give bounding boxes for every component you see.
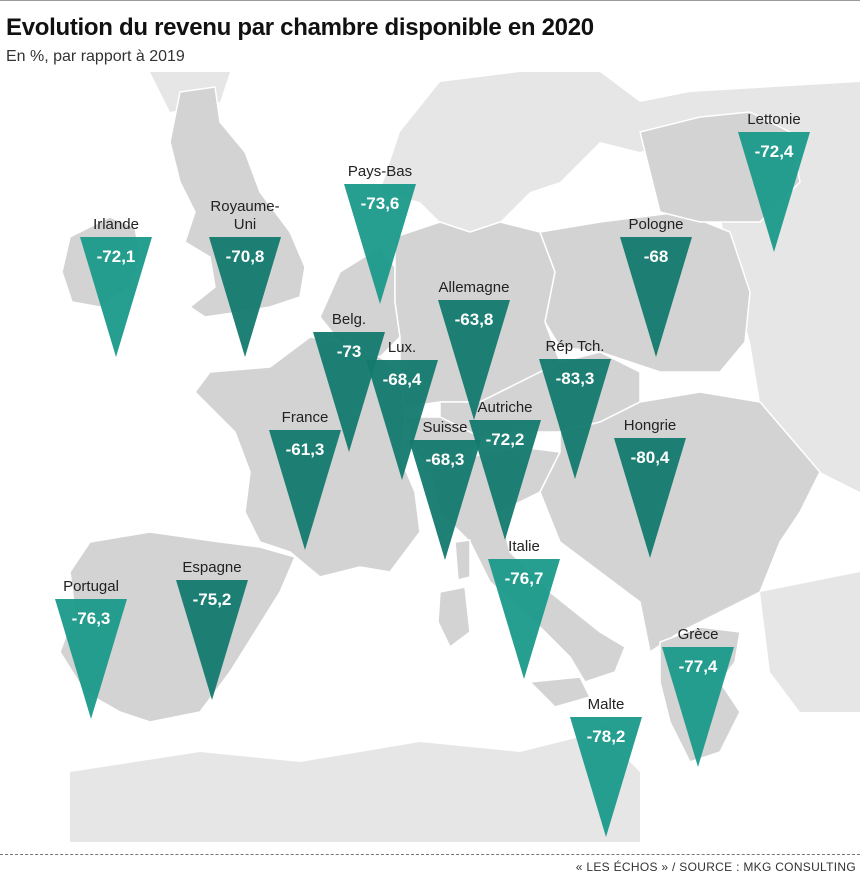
- marker-9: France -61,3: [269, 409, 341, 550]
- country-label: Royaume-: [210, 198, 279, 215]
- sardinia-land: [437, 586, 471, 648]
- footer-rule: [0, 854, 860, 855]
- country-label: Irlande: [93, 216, 139, 233]
- marker-7: Lux. -68,4: [366, 339, 438, 480]
- country-label: Suisse: [422, 419, 467, 436]
- value-label: -77,4: [679, 657, 718, 676]
- turkey-land: [760, 572, 860, 712]
- value-label: -68: [644, 247, 669, 266]
- marker-triangle: [488, 559, 560, 679]
- value-label: -63,8: [455, 310, 494, 329]
- marker-triangle: [570, 717, 642, 837]
- source-note: « LES ÉCHOS » / SOURCE : MKG CONSULTING: [575, 860, 856, 874]
- country-label: Pologne: [628, 216, 683, 233]
- country-label: Espagne: [182, 559, 241, 576]
- marker-triangle: [738, 132, 810, 252]
- value-label: -76,7: [505, 569, 544, 588]
- marker-16: Grèce -77,4: [662, 626, 734, 767]
- country-label: Belg.: [332, 311, 366, 328]
- top-rule: [0, 0, 860, 1]
- country-label: Grèce: [678, 626, 719, 643]
- marker-4: Pologne -68: [620, 216, 692, 357]
- marker-triangle: [469, 420, 541, 540]
- marker-triangle: [269, 430, 341, 550]
- country-label: Malte: [588, 696, 625, 713]
- country-label: Allemagne: [439, 279, 510, 296]
- value-label: -80,4: [631, 448, 670, 467]
- country-label: Hongrie: [624, 417, 677, 434]
- country-label: France: [282, 409, 329, 426]
- value-label: -76,3: [72, 609, 111, 628]
- chart-title: Evolution du revenu par chambre disponib…: [6, 14, 594, 41]
- italy-land: [429, 446, 626, 683]
- scandinavia-land: [380, 72, 700, 232]
- marker-13: Italie -76,7: [488, 538, 560, 679]
- marker-triangle: [344, 184, 416, 304]
- europe-map: Irlande -72,1 Royaume- Uni -70,8 Pays-Bas -73,…: [0, 72, 860, 842]
- value-label: -61,3: [286, 440, 325, 459]
- country-label: Uni: [234, 216, 257, 233]
- marker-triangle: [662, 647, 734, 767]
- marker-triangle: [409, 440, 481, 560]
- marker-14: Espagne -75,2: [176, 559, 248, 700]
- value-label: -68,3: [426, 450, 465, 469]
- marker-1: Royaume-Uni -70,8: [209, 198, 281, 357]
- marker-10: Autriche -72,2: [469, 399, 541, 540]
- country-label: Portugal: [63, 578, 119, 595]
- country-label: Italie: [508, 538, 540, 555]
- country-label: Rép Tch.: [546, 338, 605, 355]
- country-label: Pays-Bas: [348, 163, 412, 180]
- country-label: Autriche: [477, 399, 532, 416]
- value-label: -73,6: [361, 194, 400, 213]
- marker-12: Hongrie -80,4: [614, 417, 686, 558]
- country-label: Lettonie: [747, 111, 800, 128]
- marker-triangle: [620, 237, 692, 357]
- marker-3: Lettonie -72,4: [738, 111, 810, 252]
- marker-15: Portugal -76,3: [55, 578, 127, 719]
- corsica-land: [454, 539, 471, 581]
- marker-triangle: [176, 580, 248, 700]
- marker-triangle: [55, 599, 127, 719]
- value-label: -73: [337, 342, 362, 361]
- marker-2: Pays-Bas -73,6: [344, 163, 416, 304]
- marker-11: Suisse -68,3: [409, 419, 481, 560]
- chart-subtitle: En %, par rapport à 2019: [6, 48, 185, 65]
- value-label: -70,8: [226, 247, 265, 266]
- marker-triangle: [80, 237, 152, 357]
- marker-triangle: [539, 359, 611, 479]
- value-label: -72,2: [486, 430, 525, 449]
- marker-5: Allemagne -63,8: [438, 279, 510, 420]
- marker-8: Rép Tch. -83,3: [539, 338, 611, 479]
- map-svg: Irlande -72,1 Royaume-Uni -70,8 Pays-Bas -73,…: [55, 72, 860, 842]
- north-africa-land: [70, 732, 640, 842]
- value-label: -72,1: [97, 247, 136, 266]
- sicily-land: [529, 676, 591, 708]
- marker-triangle: [209, 237, 281, 357]
- value-label: -72,4: [755, 142, 794, 161]
- value-label: -75,2: [193, 590, 232, 609]
- marker-triangle: [614, 438, 686, 558]
- markers-layer: Irlande -72,1 Royaume-Uni -70,8 Pays-Bas -73,…: [55, 111, 810, 837]
- value-label: -78,2: [587, 727, 626, 746]
- value-label: -68,4: [383, 370, 422, 389]
- country-label: Lux.: [388, 339, 416, 356]
- marker-triangle: [366, 360, 438, 480]
- value-label: -83,3: [556, 369, 595, 388]
- marker-0: Irlande -72,1: [80, 216, 152, 357]
- marker-17: Malte -78,2: [570, 696, 642, 837]
- marker-triangle: [438, 300, 510, 420]
